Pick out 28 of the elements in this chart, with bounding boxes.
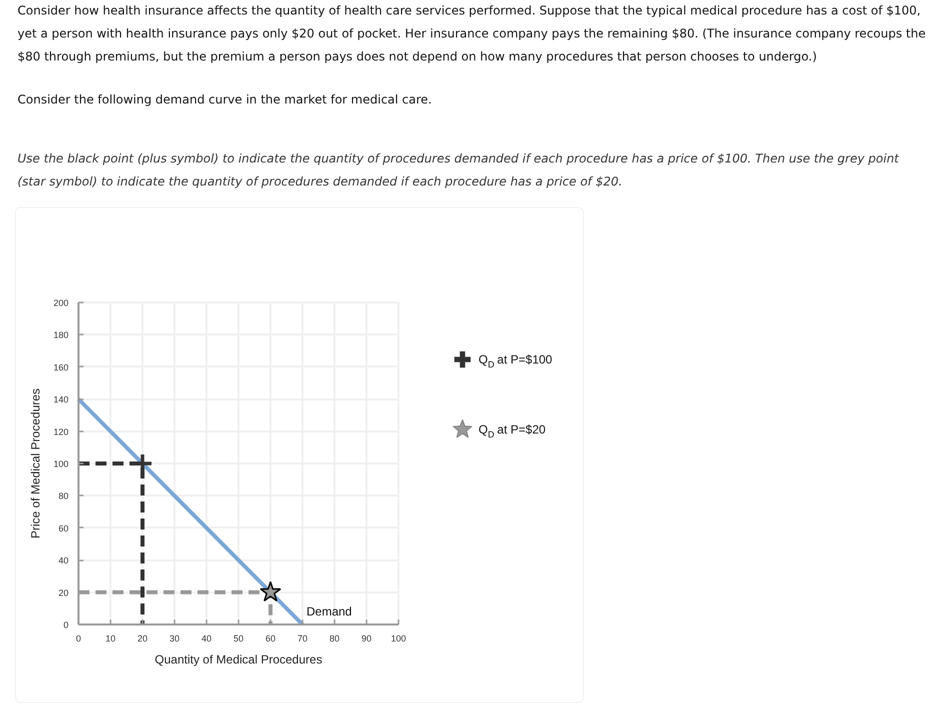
x-tick-label: 10: [105, 634, 116, 644]
text: Use the black point (plus symbol) to indicate the quantity of procedures demanded if each procedure has a price of $100. Then use the grey point (star symbol) to indicate the quantity of procedures demanded if each procedure has a price of $20.: [18, 152, 900, 188]
series-label: Demand: [306, 604, 352, 618]
x-tick-label: 40: [201, 634, 212, 644]
x-tick-label: 90: [361, 634, 372, 644]
y-tick-label: 180: [53, 330, 69, 340]
y-tick-label: 40: [58, 556, 69, 566]
text: Consider how health insurance affects the quantity of health care services performed. Suppose that the typical medical procedure has a cost of $100, yet a person with health insurance pays only $20 out of pocket. Her insurance company pays the remaining $80. (The insurance company recoups the $80 through premiums, but the premium a person pays does not depend on how many procedures that person chooses to undergo.): [18, 4, 926, 64]
y-tick-label: 200: [53, 298, 69, 308]
y-axis-title: Price of Medical Procedures: [28, 388, 42, 539]
x-tick-label: 80: [329, 634, 340, 644]
x-tick-label: 30: [169, 634, 180, 644]
x-axis-title: Quantity of Medical Procedures: [154, 652, 322, 666]
y-tick-label: 20: [58, 588, 69, 598]
x-tick-label: 20: [137, 634, 148, 644]
x-tick-label: 0: [76, 634, 82, 644]
x-tick-label: 50: [233, 634, 244, 644]
y-tick-label: 60: [58, 523, 69, 534]
y-tick-label: 160: [53, 362, 69, 372]
x-tick-label: 70: [297, 634, 308, 644]
y-tick-label: 140: [53, 394, 69, 405]
y-tick-label: 80: [58, 491, 69, 502]
text: Consider the following demand curve in the market for medical care.: [18, 92, 432, 106]
x-tick-label: 60: [265, 634, 276, 644]
x-tick-label: 100: [390, 634, 406, 644]
y-tick-label: 100: [53, 459, 69, 469]
y-tick-label: 120: [53, 426, 69, 437]
y-tick-label: 0: [63, 620, 69, 630]
